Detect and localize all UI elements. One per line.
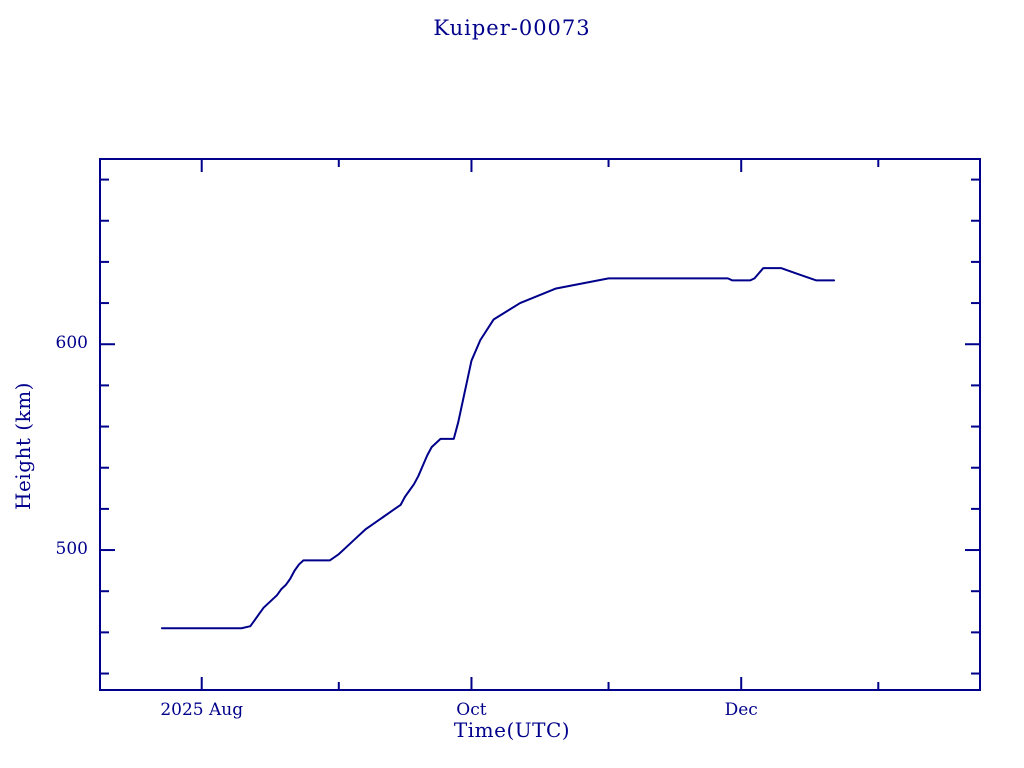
x-tick-label-0: 2025 Aug bbox=[160, 700, 244, 720]
y-axis-title: Height (km) bbox=[11, 382, 35, 510]
x-axis-title: Time(UTC) bbox=[453, 718, 571, 742]
data-series-height bbox=[160, 267, 836, 630]
x-tick-label-1: Oct bbox=[456, 700, 487, 720]
y-tick-label-1: 500 bbox=[55, 539, 88, 560]
y-tick-label-0: 600 bbox=[55, 333, 88, 354]
chart-title: Kuiper-00073 bbox=[433, 16, 591, 40]
x-tick-label-2: Dec bbox=[724, 700, 758, 720]
axis-ticks bbox=[100, 159, 980, 690]
plot-frame bbox=[99, 158, 981, 691]
